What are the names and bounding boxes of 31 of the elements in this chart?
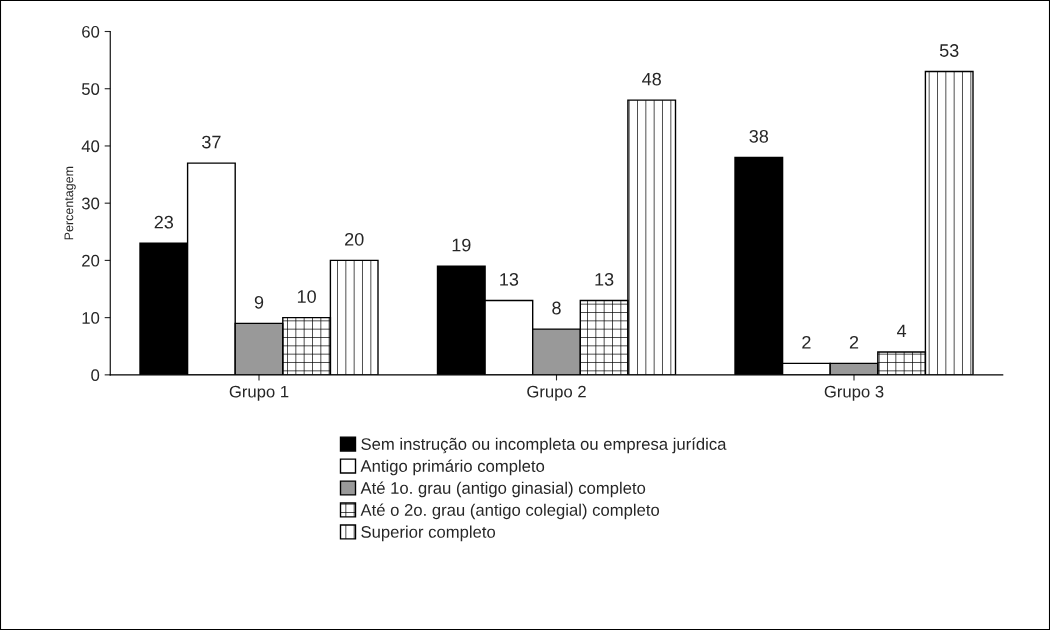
y-tick-label: 40 [81,140,100,153]
x-tick-label: Grupo 1 [229,385,289,401]
data-label: 13 [500,272,519,286]
data-label: 48 [642,72,661,86]
y-tick-label: 50 [81,83,100,95]
data-label: 20 [345,232,364,246]
y-tick-label: 0 [91,369,100,382]
data-label: 2 [802,335,811,349]
data-label: 38 [749,129,769,143]
legend-label: Antigo primário completo [360,459,545,476]
legend-label: Sem instrução ou incompleta ou empresa jurídica [361,437,727,454]
y-tick-label: 30 [81,197,100,210]
data-label: 53 [939,44,959,57]
legend-label: Até o 2o. grau (antigo colegial) completo [360,503,660,520]
y-tick-label: 20 [82,254,100,267]
legend-label: Superior completo [361,525,496,542]
data-label: 37 [202,135,221,149]
y-axis-title: Percentagem [64,166,76,240]
data-label: 4 [896,324,907,338]
data-label: 19 [452,238,471,252]
data-label: 10 [297,290,316,303]
data-label: 13 [595,272,614,286]
data-label: 23 [154,215,174,229]
y-tick-label: 60 [82,25,100,38]
legend-label: Até 1o. grau (antigo ginasial) completo [360,481,646,498]
x-tick-label: Grupo 3 [824,385,884,401]
x-tick-label: Grupo 2 [527,385,586,401]
data-label: 2 [849,335,859,349]
data-label: 9 [254,295,264,309]
y-tick-label: 10 [82,312,100,324]
data-label: 8 [552,301,561,315]
